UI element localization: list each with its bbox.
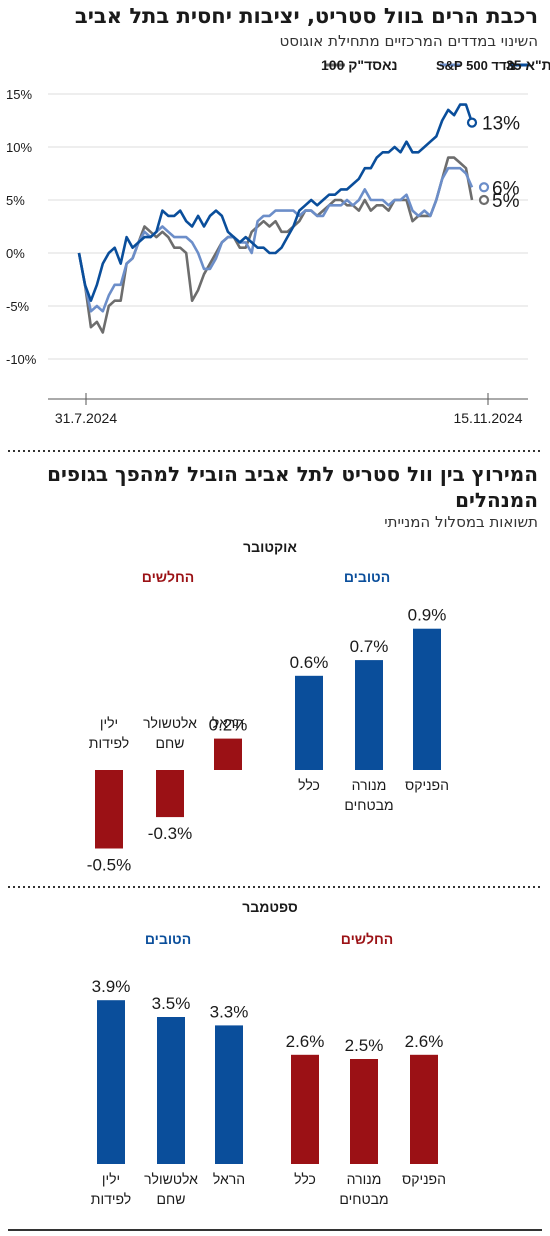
section-divider-2 <box>8 886 542 888</box>
bar-category-label: הראל <box>212 715 244 731</box>
bar-value-label: 3.9% <box>92 977 131 996</box>
bar-category-label: כלל <box>294 1171 316 1187</box>
bar <box>214 738 242 770</box>
bar <box>215 1025 243 1164</box>
section-divider-1 <box>8 450 542 452</box>
bar-category-label: כלל <box>298 777 320 793</box>
group-label: החלשים <box>142 569 194 585</box>
series-end-marker <box>478 194 490 206</box>
bar-category-label: שחם <box>156 735 185 751</box>
bar-chart-title: המירוץ בין וול סטריט לתל אביב הוביל למהפ… <box>47 462 538 512</box>
legend-label-nasdaq: נאסד"ק 100 <box>321 57 398 73</box>
bar <box>97 1000 125 1164</box>
bar-value-label: 3.3% <box>210 1002 249 1021</box>
legend-label-sp500: מדד S&P 500 <box>436 58 516 73</box>
y-tick-label: 10% <box>6 140 32 155</box>
bar <box>410 1054 438 1164</box>
x-axis-label-start: 31.7.2024 <box>55 410 117 426</box>
y-tick-label: -10% <box>6 352 37 367</box>
bar-value-label: -0.5% <box>87 856 131 875</box>
line-chart: ת"א 35 מדד S&P 500 נאסד"ק 100 15% 10% 5% 0%… <box>6 57 550 426</box>
line-chart-legend: ת"א 35 מדד S&P 500 נאסד"ק 100 <box>321 57 550 73</box>
bar-category-label: הראל <box>213 1171 245 1187</box>
bar-chart-subtitle: תשואות במסלול המנייתי <box>384 513 538 531</box>
bar-category-label: מנורה <box>352 777 387 793</box>
bar-value-label: -0.3% <box>148 824 192 843</box>
y-tick-label: 0% <box>6 246 25 261</box>
line-chart-subtitle: השינוי במדדים המרכזיים מתחילת אוגוסט <box>279 32 538 50</box>
september-panel-title: ספטמבר <box>242 899 298 915</box>
bar-category-label: אלטשולר <box>143 715 197 731</box>
bar-value-label: 0.9% <box>408 606 447 625</box>
october-bar-panel: אוקטובר הטובים 0.9% הפניקס 0.7% מנורה מבטחים 0… <box>87 539 449 875</box>
legend-label-ta35: ת"א 35 <box>506 57 550 73</box>
bar <box>95 770 123 849</box>
group-label: הטובים <box>344 569 390 585</box>
bar-value-label: 0.6% <box>290 653 329 672</box>
bar-category-label: ילין <box>100 715 118 731</box>
bar-category-label: אלטשולר <box>144 1171 198 1187</box>
bar <box>413 628 441 770</box>
line-chart-series: 13% 6%5% <box>77 103 520 334</box>
bar-value-label: 3.5% <box>152 994 191 1013</box>
october-panel-title: אוקטובר <box>243 539 297 555</box>
bar-value-label: 0.7% <box>350 637 389 656</box>
series-end-label: 5% <box>492 191 520 212</box>
y-tick-label: -5% <box>6 299 30 314</box>
bar-value-label: 2.5% <box>345 1036 384 1055</box>
bar <box>295 675 323 770</box>
x-axis-label-end: 15.11.2024 <box>453 410 522 426</box>
bar-category-label: לפידות <box>89 735 129 751</box>
group-label: החלשים <box>341 931 393 947</box>
series-end-label: 13% <box>482 114 520 135</box>
bar <box>156 770 184 818</box>
bar-value-label: 0.2% <box>209 716 248 735</box>
bar <box>350 1059 378 1164</box>
series-end-marker <box>466 117 478 128</box>
series-end-label: 6% <box>492 178 520 199</box>
bottom-rule <box>8 1229 542 1231</box>
bar <box>355 660 383 770</box>
bar-category-label: שחם <box>157 1191 186 1207</box>
bar <box>157 1017 185 1164</box>
bar-value-label: 2.6% <box>405 1032 444 1051</box>
y-tick-label: 5% <box>6 193 25 208</box>
september-bar-panel: ספטמבר החלשים 2.6% הפניקס 2.5% מנורה מבטחים 2.… <box>91 899 446 1207</box>
series-end-marker <box>478 182 490 193</box>
bar-value-label: 2.6% <box>286 1032 325 1051</box>
bar-category-label: הפניקס <box>402 1171 446 1187</box>
bar-category-label: מנורה <box>347 1171 382 1187</box>
line-chart-title: רכבת הרים בוול סטריט, יציבות יחסית בתל א… <box>74 4 538 28</box>
series-line <box>77 156 474 334</box>
bar-category-label: ילין <box>102 1171 120 1187</box>
bar <box>291 1054 319 1164</box>
line-chart-grid: 15% 10% 5% 0% -5% -10% <box>6 87 528 367</box>
bar-category-label: מבטחים <box>344 797 393 813</box>
bar-category-label: הפניקס <box>405 777 449 793</box>
series-line <box>77 166 474 313</box>
bar-category-label: לפידות <box>91 1191 131 1207</box>
series-line <box>77 103 474 302</box>
y-tick-label: 15% <box>6 87 32 102</box>
group-label: הטובים <box>145 931 191 947</box>
bar-category-label: מבטחים <box>339 1191 388 1207</box>
